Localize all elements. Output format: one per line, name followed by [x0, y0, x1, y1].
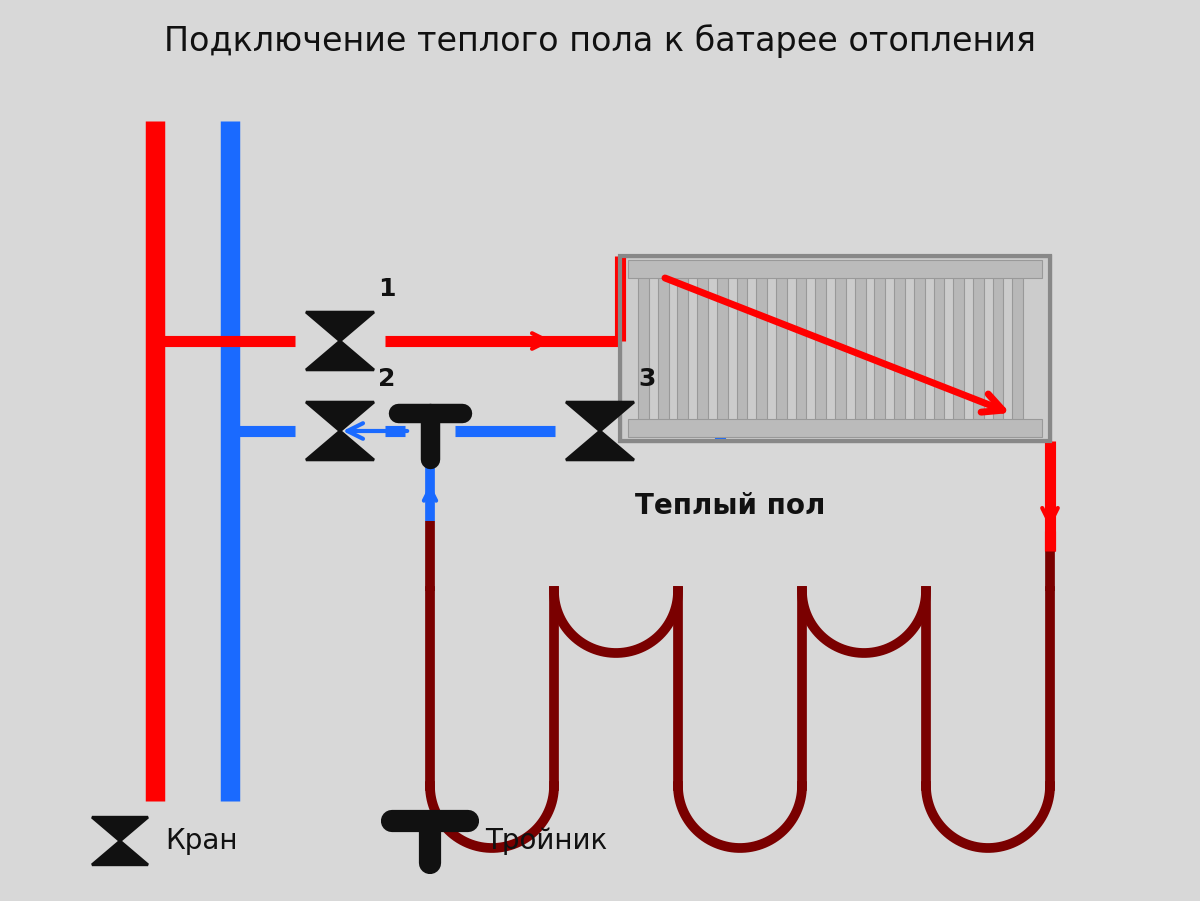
Bar [953, 274, 964, 423]
Bar [934, 274, 944, 423]
Bar [697, 274, 708, 423]
Bar [737, 274, 748, 423]
Text: Теплый пол: Теплый пол [635, 492, 826, 520]
Bar [796, 274, 806, 423]
Text: 3: 3 [638, 367, 655, 391]
Bar [854, 274, 865, 423]
Bar [677, 274, 689, 423]
Bar [992, 274, 1003, 423]
Bar [716, 274, 727, 423]
Polygon shape [306, 431, 374, 460]
Polygon shape [92, 817, 148, 841]
Text: Подключение теплого пола к батарее отопления: Подключение теплого пола к батарее отопл… [164, 24, 1036, 58]
Bar [894, 274, 905, 423]
Bar [620, 256, 1050, 441]
Bar [835, 274, 846, 423]
Text: Тройник: Тройник [485, 827, 607, 855]
Bar [776, 274, 787, 423]
Bar [756, 274, 767, 423]
Bar [914, 274, 925, 423]
Text: Кран: Кран [166, 827, 238, 855]
Bar [815, 274, 826, 423]
Bar [973, 274, 984, 423]
Bar [628, 419, 1042, 437]
Bar [875, 274, 886, 423]
Text: 2: 2 [378, 367, 395, 391]
Polygon shape [306, 341, 374, 370]
Bar [638, 274, 649, 423]
Polygon shape [92, 841, 148, 865]
Text: 1: 1 [378, 277, 396, 301]
Polygon shape [306, 312, 374, 341]
Bar [620, 256, 1050, 441]
Polygon shape [566, 431, 634, 460]
Bar [628, 260, 1042, 278]
Bar [658, 274, 668, 423]
Polygon shape [306, 402, 374, 431]
Polygon shape [566, 402, 634, 431]
Bar [1013, 274, 1024, 423]
